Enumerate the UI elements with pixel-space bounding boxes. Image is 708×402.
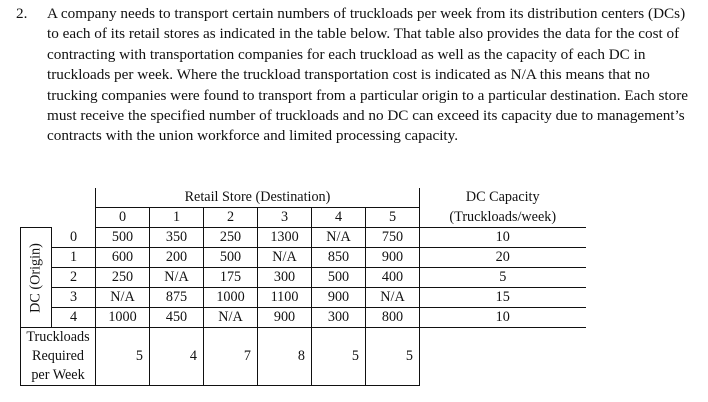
table-row: 1 600 200 500 N/A 850 900 20 — [21, 247, 586, 268]
capacity-cell: 10 — [419, 307, 586, 328]
required-cell: 8 — [257, 327, 312, 386]
cost-table: Retail Store (Destination) DC Capacity 0… — [20, 188, 586, 386]
cost-cell: N/A — [257, 247, 312, 268]
cost-cell: N/A — [203, 307, 258, 328]
capacity-cell: 15 — [419, 287, 586, 308]
table-row: 4 1000 450 N/A 900 300 800 10 — [21, 307, 586, 328]
cost-cell: 1000 — [203, 287, 258, 308]
dc-label: 0 — [51, 227, 96, 248]
required-cell: 5 — [95, 327, 150, 386]
cost-cell: 500 — [203, 247, 258, 268]
required-label: Truckloads Required per Week — [20, 327, 96, 386]
required-label-line2: Required — [31, 348, 84, 364]
table-row: DC (Origin) 0 500 350 250 1300 N/A 750 1… — [20, 227, 586, 328]
cost-cell: 850 — [311, 247, 366, 268]
capacity-header-line2: (Truckloads/week) — [419, 207, 586, 228]
cost-cell: 200 — [149, 247, 204, 268]
capacity-cell: 10 — [419, 227, 586, 248]
dc-label: 4 — [51, 307, 96, 328]
capacity-cell: 5 — [419, 267, 586, 288]
store-header-1: 1 — [149, 207, 204, 228]
required-row: Truckloads Required per Week 5 4 7 8 5 5 — [20, 327, 586, 386]
required-cell: 5 — [365, 327, 420, 386]
cost-cell: 900 — [365, 247, 420, 268]
cost-cell: 750 — [365, 227, 420, 248]
cost-cell: 800 — [365, 307, 420, 328]
cost-cell: 300 — [311, 307, 366, 328]
problem-number: 2. — [16, 5, 28, 22]
store-header-3: 3 — [257, 207, 312, 228]
table-row: 2 250 N/A 175 300 500 400 5 — [21, 267, 586, 288]
store-header-5: 5 — [365, 207, 420, 228]
capacity-header-line1: DC Capacity — [419, 188, 586, 208]
cost-cell: 1000 — [95, 307, 150, 328]
cost-cell: 400 — [365, 267, 420, 288]
cost-cell: N/A — [95, 287, 150, 308]
destination-header: Retail Store (Destination) — [95, 188, 420, 208]
required-cell: 5 — [311, 327, 366, 386]
cost-cell: 500 — [95, 227, 150, 248]
origin-header: DC (Origin) — [27, 242, 44, 313]
cost-cell: 175 — [203, 267, 258, 288]
cost-cell: 1300 — [257, 227, 312, 248]
required-cell: 4 — [149, 327, 204, 386]
cost-cell: 1100 — [257, 287, 312, 308]
cost-cell: 900 — [311, 287, 366, 308]
cost-cell: N/A — [311, 227, 366, 248]
table-row: 3 N/A 875 1000 1100 900 N/A 15 — [21, 287, 586, 308]
cost-cell: N/A — [149, 267, 204, 288]
store-header-2: 2 — [203, 207, 258, 228]
cost-cell: 900 — [257, 307, 312, 328]
dc-label: 2 — [51, 267, 96, 288]
dc-label: 3 — [51, 287, 96, 308]
required-cell: 7 — [203, 327, 258, 386]
cost-cell: N/A — [365, 287, 420, 308]
cost-cell: 250 — [203, 227, 258, 248]
cost-cell: 350 — [149, 227, 204, 248]
capacity-cell: 20 — [419, 247, 586, 268]
required-label-line1: Truckloads — [26, 329, 90, 345]
origin-header-cell: DC (Origin) — [20, 227, 52, 328]
cost-cell: 450 — [149, 307, 204, 328]
cost-cell: 500 — [311, 267, 366, 288]
problem-text: A company needs to transport certain num… — [47, 5, 689, 145]
cost-cell: 600 — [95, 247, 150, 268]
problem-statement: 2. A company needs to transport certain … — [16, 4, 700, 147]
store-header-4: 4 — [311, 207, 366, 228]
dc-label: 1 — [51, 247, 96, 268]
cost-cell: 875 — [149, 287, 204, 308]
required-label-line3: per Week — [31, 367, 85, 383]
store-header-0: 0 — [95, 207, 150, 228]
transport-table: Retail Store (Destination) DC Capacity 0… — [20, 188, 586, 386]
cost-cell: 250 — [95, 267, 150, 288]
cost-cell: 300 — [257, 267, 312, 288]
